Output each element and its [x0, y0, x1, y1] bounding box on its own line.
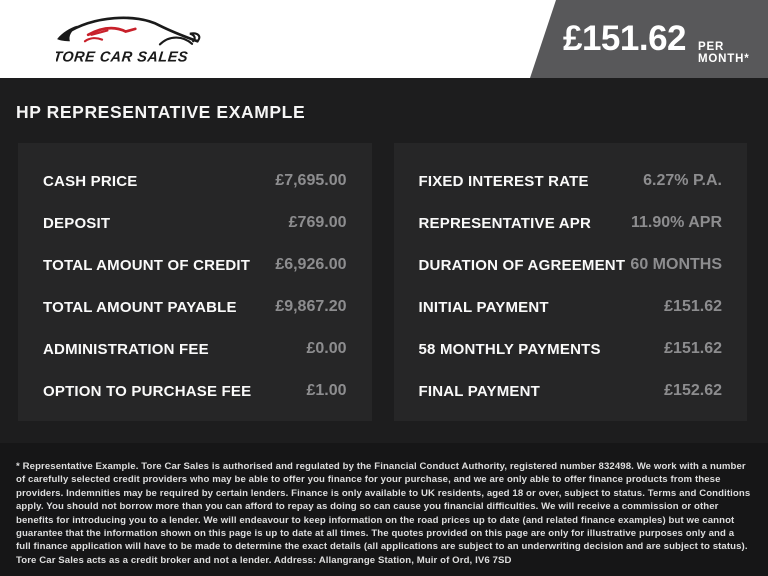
row-label: CASH PRICE	[43, 172, 138, 190]
table-row: ADMINISTRATION FEE £0.00	[43, 328, 347, 370]
monthly-price-suffix: PER MONTH*	[698, 41, 750, 65]
dealer-logo: TORE CAR SALES	[56, 6, 206, 70]
row-label: INITIAL PAYMENT	[418, 298, 549, 316]
table-row: OPTION TO PURCHASE FEE £1.00	[43, 370, 347, 412]
row-value: 60 MONTHS	[630, 256, 722, 273]
row-label: TOTAL AMOUNT PAYABLE	[43, 298, 237, 316]
table-row: TOTAL AMOUNT OF CREDIT £6,926.00	[43, 244, 347, 286]
row-label: REPRESENTATIVE APR	[418, 214, 592, 232]
table-row: DURATION OF AGREEMENT 60 MONTHS	[419, 244, 723, 286]
header: TORE CAR SALES £151.62 PER MONTH*	[0, 0, 768, 78]
table-row: 58 MONTHLY PAYMENTS £151.62	[419, 328, 723, 370]
row-label: ADMINISTRATION FEE	[43, 340, 209, 358]
row-value: £9,867.20	[275, 298, 347, 315]
row-value: £0.00	[306, 340, 347, 357]
disclaimer-text: * Representative Example. Tore Car Sales…	[16, 461, 751, 566]
row-value: 6.27% P.A.	[643, 172, 722, 189]
table-row: TOTAL AMOUNT PAYABLE £9,867.20	[43, 286, 347, 328]
row-value: £151.62	[664, 298, 722, 315]
row-value: £769.00	[288, 214, 347, 231]
row-label: TOTAL AMOUNT OF CREDIT	[43, 256, 251, 274]
row-label: 58 MONTHLY PAYMENTS	[418, 340, 601, 358]
row-label: OPTION TO PURCHASE FEE	[43, 382, 252, 400]
table-row: INITIAL PAYMENT £151.62	[419, 286, 723, 328]
dealer-logo-text: TORE CAR SALES	[56, 50, 189, 66]
row-value: £7,695.00	[275, 172, 347, 189]
row-value: 11.90% APR	[630, 214, 722, 231]
row-value: £6,926.00	[275, 256, 347, 273]
row-label: DURATION OF AGREEMENT	[418, 256, 626, 274]
table-row: FINAL PAYMENT £152.62	[419, 370, 723, 412]
finance-panels: CASH PRICE £7,695.00 DEPOSIT £769.00 TOT…	[18, 143, 747, 421]
car-logo-icon: TORE CAR SALES	[56, 16, 201, 66]
table-row: FIXED INTEREST RATE 6.27% P.A.	[419, 160, 723, 202]
row-value: £152.62	[664, 382, 722, 399]
finance-panel-right: FIXED INTEREST RATE 6.27% P.A. REPRESENT…	[393, 143, 747, 421]
row-value: £1.00	[306, 382, 347, 399]
table-row: CASH PRICE £7,695.00	[43, 160, 347, 202]
page-title: HP REPRESENTATIVE EXAMPLE	[16, 102, 306, 122]
table-row: DEPOSIT £769.00	[43, 202, 347, 244]
monthly-price-amount: £151.62	[563, 19, 687, 58]
finance-panel-left: CASH PRICE £7,695.00 DEPOSIT £769.00 TOT…	[18, 143, 372, 421]
table-row: REPRESENTATIVE APR 11.90% APR	[419, 202, 723, 244]
row-label: FINAL PAYMENT	[418, 382, 541, 400]
monthly-price-tag: £151.62 PER MONTH*	[530, 0, 768, 78]
row-label: DEPOSIT	[43, 214, 111, 232]
row-label: FIXED INTEREST RATE	[418, 172, 589, 190]
disclaimer-footer: * Representative Example. Tore Car Sales…	[0, 443, 768, 576]
row-value: £151.62	[664, 340, 722, 357]
